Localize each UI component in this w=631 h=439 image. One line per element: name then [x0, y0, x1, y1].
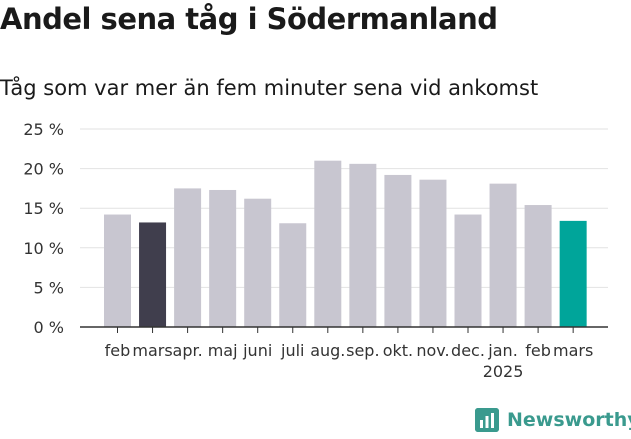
bar — [139, 222, 167, 327]
bar — [489, 183, 517, 327]
bar — [174, 188, 202, 327]
bars — [104, 160, 587, 327]
bar-chart: 0 %5 %10 %15 %20 %25 % feb mars apr. maj jun… — [23, 120, 608, 381]
x-year-label: 2025 — [483, 362, 524, 381]
chart-title: Andel sena tåg i Södermanland — [0, 2, 498, 36]
bar — [384, 174, 412, 327]
chart-subtitle: Tåg som var mer än fem minuter sena vid … — [0, 76, 539, 100]
bar — [314, 160, 342, 327]
newsworthy-bar-chart-icon — [475, 408, 499, 432]
y-tick-label: 0 % — [34, 318, 64, 337]
bar — [559, 220, 587, 327]
x-tick-label: aug. — [310, 341, 345, 360]
bar — [419, 179, 447, 327]
bar — [454, 214, 482, 327]
x-tick-label: dec. — [451, 341, 485, 360]
y-tick-label: 25 % — [23, 120, 64, 139]
x-tick-label: apr. — [173, 341, 203, 360]
x-tick-label: mars — [553, 341, 593, 360]
x-tick-label: juli — [280, 341, 304, 360]
x-axis-ticks: feb mars apr. maj juni juli aug. sep. okt. nov. de… — [105, 327, 593, 381]
x-tick-label: feb — [525, 341, 551, 360]
bar — [349, 163, 377, 327]
newsworthy-logo: Newsworthy — [475, 408, 631, 432]
y-axis-ticks: 0 % 5 % 10 % 15 % 20 % 25 % — [23, 120, 64, 337]
bar — [279, 223, 307, 327]
bar — [104, 214, 131, 327]
x-tick-label: nov. — [416, 341, 449, 360]
bar — [209, 189, 237, 327]
y-tick-label: 5 % — [34, 278, 64, 297]
gridlines — [80, 128, 608, 288]
y-tick-label: 10 % — [23, 239, 64, 258]
y-tick-label: 20 % — [23, 160, 64, 179]
bar — [524, 205, 552, 327]
x-tick-label: sep. — [346, 341, 379, 360]
bar — [244, 198, 272, 327]
x-tick-label: mars — [132, 341, 172, 360]
x-tick-label: juni — [242, 341, 272, 360]
x-tick-label: jan. — [487, 341, 517, 360]
brand-name: Newsworthy — [507, 409, 631, 431]
x-tick-label: maj — [208, 341, 238, 360]
y-tick-label: 15 % — [23, 199, 64, 218]
x-tick-label: feb — [105, 341, 131, 360]
x-tick-label: okt. — [383, 341, 413, 360]
